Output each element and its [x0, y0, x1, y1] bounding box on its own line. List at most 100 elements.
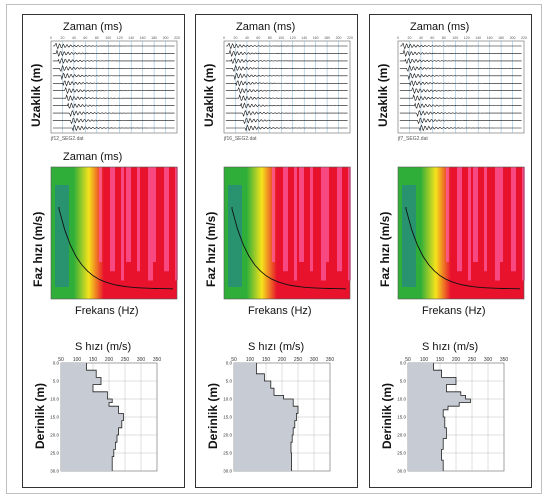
dispersion-frame — [50, 166, 178, 300]
seismogram-xtick: 80 — [268, 36, 272, 40]
dispersion-plot — [397, 166, 525, 300]
dispersion-band — [337, 167, 342, 272]
seismogram-trace — [226, 124, 348, 132]
seismogram-xtick: 0 — [50, 36, 52, 40]
dispersion-low-zone — [55, 185, 69, 287]
vs-xtick: 350 — [326, 357, 335, 363]
seismogram-xtick: 200 — [336, 36, 342, 40]
seismogram-xtick: 100 — [105, 36, 111, 40]
seismogram-trace — [225, 102, 348, 109]
seismogram-trace — [225, 117, 348, 125]
seismogram-plot: 0 20 40 60 80 100 120 140 160 180 200 220 — [397, 36, 527, 134]
seismogram-trace — [399, 117, 522, 125]
seismogram-filename: jf7_SEG2.dat — [398, 136, 428, 142]
vs-title: S hızı (m/s) — [75, 341, 132, 353]
seismogram-frame — [223, 40, 351, 134]
seismogram-xtick: 200 — [510, 36, 516, 40]
seismogram-xtick: 160 — [313, 36, 319, 40]
seismogram-trace — [226, 42, 348, 50]
dispersion-band — [148, 167, 153, 281]
seismogram-xtick: 160 — [140, 36, 146, 40]
dispersion-frame — [223, 166, 351, 300]
seismogram-trace — [400, 42, 522, 50]
vs-fill — [234, 363, 298, 471]
seismogram-trace — [52, 64, 175, 72]
vs-ytick: 10.0 — [397, 397, 406, 402]
seismogram-xtick: 220 — [521, 36, 527, 40]
vs-ytick: 30.0 — [397, 469, 406, 474]
seismogram-plot: 0 20 40 60 80 100 120 140 160 180 200 220 — [223, 36, 353, 134]
seismogram-filename: jf16_SEG2.dat — [224, 136, 257, 142]
dispersion-band — [294, 167, 297, 281]
vs-plot: 50 100 150 200 250 300 350 0.0 5.0 10.0 15.0 20.0 25… — [50, 357, 162, 474]
seismogram-trace — [53, 42, 175, 50]
vs-xtick: 250 — [468, 357, 477, 363]
seismogram-trace — [399, 86, 522, 95]
vs-fill — [408, 363, 471, 471]
dispersion-band — [495, 167, 500, 281]
seismogram-trace — [399, 49, 522, 57]
seismogram-trace — [399, 80, 522, 87]
seismogram-xtick: 180 — [498, 36, 504, 40]
seismogram-trace — [225, 57, 348, 64]
seismogram-xtick: 140 — [301, 36, 307, 40]
seismogram-xtick: 0 — [223, 36, 225, 40]
seismogram-xtick: 180 — [324, 36, 330, 40]
seismogram-trace — [399, 64, 522, 72]
seismogram-trace — [400, 124, 522, 132]
seismogram-title: Zaman (ms) — [63, 21, 123, 33]
dispersion-low-zone — [228, 185, 242, 287]
seismogram-trace — [225, 49, 348, 57]
seismogram-xtick: 220 — [174, 36, 180, 40]
vs-xtick: 350 — [153, 357, 162, 363]
seismogram-frame — [50, 40, 178, 134]
vs-ytick: 10.0 — [50, 397, 59, 402]
seismogram-xtick: 200 — [163, 36, 169, 40]
vs-step-line — [256, 363, 299, 471]
seismogram-trace — [225, 109, 348, 117]
seismogram-trace — [52, 109, 175, 117]
seismogram-trace — [52, 49, 175, 57]
seismogram-frame — [397, 40, 525, 134]
seismogram-trace — [52, 72, 175, 80]
vs-fill — [61, 363, 124, 471]
dispersion-curve — [405, 207, 521, 290]
dispersion-band — [310, 167, 313, 272]
vs-ytick: 10.0 — [223, 397, 232, 402]
dispersion-xlabel: Frekans (Hz) — [422, 305, 486, 317]
seismogram-xtick: 60 — [430, 36, 434, 40]
vs-ytick: 0.0 — [226, 361, 233, 366]
vs-ytick: 20.0 — [50, 433, 59, 438]
seismogram-trace — [52, 117, 175, 125]
vs-xtick: 350 — [500, 357, 509, 363]
vs-ytick: 15.0 — [223, 415, 232, 420]
vs-title: S hızı (m/s) — [248, 341, 305, 353]
seismogram-xtick: 40 — [419, 36, 423, 40]
dispersion-band — [153, 167, 156, 263]
seismogram-xtick: 120 — [464, 36, 470, 40]
seismogram-plot: 0 20 40 60 80 100 120 140 160 180 200 220 — [50, 36, 180, 134]
seismogram-trace — [225, 86, 348, 95]
vs-xtick: 200 — [105, 357, 114, 363]
dispersion-title: Zaman (ms) — [63, 151, 123, 163]
dispersion-band — [321, 167, 326, 281]
seismogram-trace — [399, 94, 522, 101]
dispersion-curve — [58, 207, 174, 290]
seismogram-xtick: 80 — [95, 36, 99, 40]
seismogram-title: Zaman (ms) — [410, 21, 470, 33]
vs-ytick: 5.0 — [226, 379, 233, 384]
vs-plot: 50 100 150 200 250 300 350 0.0 5.0 10.0 15.0 20.0 25… — [223, 357, 335, 474]
dispersion-xlabel: Frekans (Hz) — [248, 305, 312, 317]
vs-xtick: 50 — [58, 357, 64, 363]
dispersion-band — [299, 167, 304, 263]
dispersion-band — [484, 167, 487, 272]
dispersion-band — [164, 167, 169, 272]
panel-b: Zaman (ms) Uzaklık (m) 0 20 40 60 80 100 120 140 1… — [195, 14, 358, 488]
seismogram-xtick: 100 — [278, 36, 284, 40]
vs-xtick: 150 — [89, 357, 98, 363]
dispersion-band — [500, 167, 503, 263]
vs-step-line — [86, 363, 124, 471]
vs-title: S hızı (m/s) — [422, 341, 479, 353]
seismogram-trace — [225, 94, 348, 101]
vs-xtick: 300 — [137, 357, 146, 363]
